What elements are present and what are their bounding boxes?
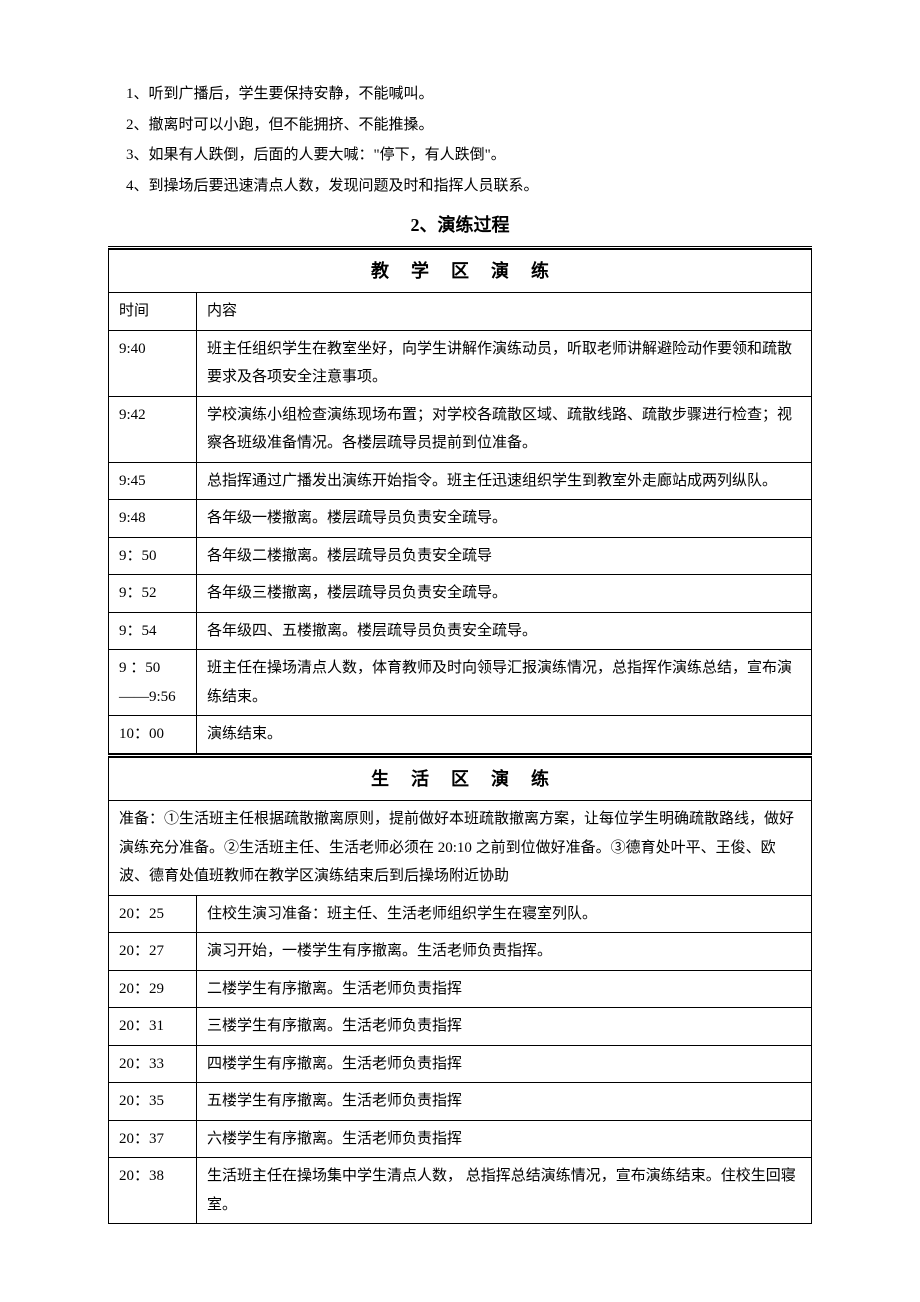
cell-time: 20：33 (109, 1045, 197, 1083)
cell-content: 五楼学生有序撤离。生活老师负责指挥 (197, 1083, 812, 1121)
table-row: 20：35 五楼学生有序撤离。生活老师负责指挥 (109, 1083, 812, 1121)
cell-content: 各年级三楼撤离，楼层疏导员负责安全疏导。 (197, 575, 812, 613)
cell-time: 9:40 (109, 330, 197, 396)
cell-time: 9：52 (109, 575, 197, 613)
table-row: 20：31 三楼学生有序撤离。生活老师负责指挥 (109, 1008, 812, 1046)
table-row: 20：27 演习开始，一楼学生有序撤离。生活老师负责指挥。 (109, 933, 812, 971)
cell-content: 总指挥通过广播发出演练开始指令。班主任迅速组织学生到教室外走廊站成两列纵队。 (197, 462, 812, 500)
cell-content: 各年级四、五楼撤离。楼层疏导员负责安全疏导。 (197, 612, 812, 650)
cell-content: 各年级二楼撤离。楼层疏导员负责安全疏导 (197, 537, 812, 575)
teaching-table: 教学区演练 时间 内容 9:40 班主任组织学生在教室坐好，向学生讲解作演练动员… (108, 249, 812, 754)
table-row: 9:45 总指挥通过广播发出演练开始指令。班主任迅速组织学生到教室外走廊站成两列… (109, 462, 812, 500)
cell-content: 班主任在操场清点人数，体育教师及时向领导汇报演练情况，总指挥作演练总结，宣布演练… (197, 650, 812, 716)
table-row: 20：25 住校生演习准备：班主任、生活老师组织学生在寝室列队。 (109, 895, 812, 933)
cell-time: 9:42 (109, 396, 197, 462)
living-title-row: 生活区演练 (109, 757, 812, 800)
cell-content: 各年级一楼撤离。楼层疏导员负责安全疏导。 (197, 500, 812, 538)
table-row: 20：38 生活班主任在操场集中学生清点人数， 总指挥总结演练情况，宣布演练结束… (109, 1158, 812, 1224)
cell-time: 9：50 (109, 537, 197, 575)
teaching-title: 教学区演练 (109, 250, 812, 293)
table-row: 20：37 六楼学生有序撤离。生活老师负责指挥 (109, 1120, 812, 1158)
living-title: 生活区演练 (109, 757, 812, 800)
table-row: 9:42 学校演练小组检查演练现场布置；对学校各疏散区域、疏散线路、疏散步骤进行… (109, 396, 812, 462)
cell-content: 生活班主任在操场集中学生清点人数， 总指挥总结演练情况，宣布演练结束。住校生回寝… (197, 1158, 812, 1224)
cell-time: 9 ：50——9:56 (109, 650, 197, 716)
cell-content: 住校生演习准备：班主任、生活老师组织学生在寝室列队。 (197, 895, 812, 933)
intro-item-3: 3、如果有人跌倒，后面的人要大喊："停下，有人跌倒"。 (108, 141, 812, 170)
cell-time: 20：35 (109, 1083, 197, 1121)
section-heading: 2、演练过程 (108, 208, 812, 242)
cell-time: 20：38 (109, 1158, 197, 1224)
living-prep-row: 准备：①生活班主任根据疏散撤离原则，提前做好本班疏散撤离方案，让每位学生明确疏散… (109, 801, 812, 896)
teaching-header-row: 时间 内容 (109, 293, 812, 331)
table-row: 9：54 各年级四、五楼撤离。楼层疏导员负责安全疏导。 (109, 612, 812, 650)
cell-content: 学校演练小组检查演练现场布置；对学校各疏散区域、疏散线路、疏散步骤进行检查；视察… (197, 396, 812, 462)
cell-content: 演练结束。 (197, 716, 812, 754)
cell-time: 20：27 (109, 933, 197, 971)
table-row: 9：50 各年级二楼撤离。楼层疏导员负责安全疏导 (109, 537, 812, 575)
intro-item-1: 1、听到广播后，学生要保持安静，不能喊叫。 (108, 80, 812, 109)
table-row: 9:40 班主任组织学生在教室坐好，向学生讲解作演练动员，听取老师讲解避险动作要… (109, 330, 812, 396)
cell-time: 9:45 (109, 462, 197, 500)
intro-item-2: 2、撤离时可以小跑，但不能拥挤、不能推搡。 (108, 111, 812, 140)
table-row: 9 ：50——9:56 班主任在操场清点人数，体育教师及时向领导汇报演练情况，总… (109, 650, 812, 716)
cell-content: 班主任组织学生在教室坐好，向学生讲解作演练动员，听取老师讲解避险动作要领和疏散要… (197, 330, 812, 396)
cell-time: 20：25 (109, 895, 197, 933)
cell-content: 二楼学生有序撤离。生活老师负责指挥 (197, 970, 812, 1008)
table-row: 20：29 二楼学生有序撤离。生活老师负责指挥 (109, 970, 812, 1008)
cell-time: 20：31 (109, 1008, 197, 1046)
cell-time: 20：37 (109, 1120, 197, 1158)
cell-content: 六楼学生有序撤离。生活老师负责指挥 (197, 1120, 812, 1158)
living-table: 生活区演练 准备：①生活班主任根据疏散撤离原则，提前做好本班疏散撤离方案，让每位… (108, 757, 812, 1224)
teaching-header-time: 时间 (109, 293, 197, 331)
cell-content: 四楼学生有序撤离。生活老师负责指挥 (197, 1045, 812, 1083)
table-row: 20：33 四楼学生有序撤离。生活老师负责指挥 (109, 1045, 812, 1083)
table-row: 10：00 演练结束。 (109, 716, 812, 754)
living-prep: 准备：①生活班主任根据疏散撤离原则，提前做好本班疏散撤离方案，让每位学生明确疏散… (109, 801, 812, 896)
teaching-title-row: 教学区演练 (109, 250, 812, 293)
table-row: 9:48 各年级一楼撤离。楼层疏导员负责安全疏导。 (109, 500, 812, 538)
cell-time: 9:48 (109, 500, 197, 538)
table-row: 9：52 各年级三楼撤离，楼层疏导员负责安全疏导。 (109, 575, 812, 613)
intro-item-4: 4、到操场后要迅速清点人数，发现问题及时和指挥人员联系。 (108, 172, 812, 201)
intro-list: 1、听到广播后，学生要保持安静，不能喊叫。 2、撤离时可以小跑，但不能拥挤、不能… (108, 80, 812, 200)
cell-time: 10：00 (109, 716, 197, 754)
teaching-header-content: 内容 (197, 293, 812, 331)
cell-time: 9：54 (109, 612, 197, 650)
cell-time: 20：29 (109, 970, 197, 1008)
cell-content: 演习开始，一楼学生有序撤离。生活老师负责指挥。 (197, 933, 812, 971)
cell-content: 三楼学生有序撤离。生活老师负责指挥 (197, 1008, 812, 1046)
